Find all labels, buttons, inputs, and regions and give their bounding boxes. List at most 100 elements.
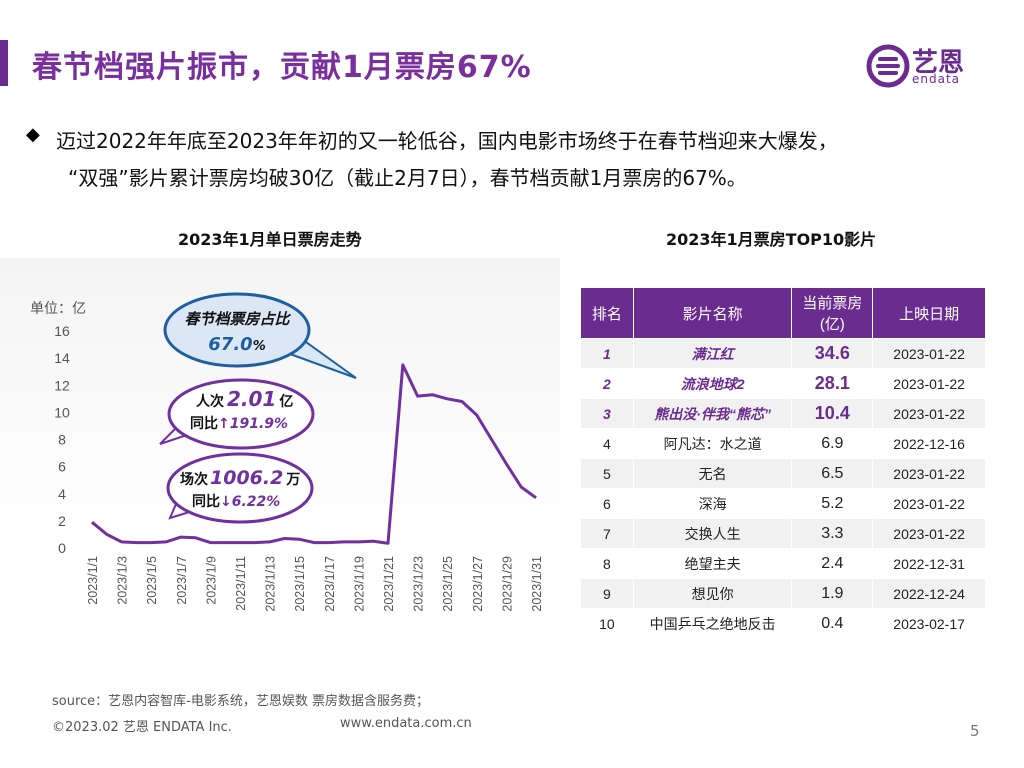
page-number: 5 (970, 722, 980, 740)
box-office-cell: 6.9 (791, 428, 874, 459)
top10-table: 排名 影片名称 当前票房(亿) 上映日期 1 满江红 34.6 2023-01-22 2… (580, 287, 986, 639)
visits-yoy-label: 同比 (190, 415, 218, 432)
table-row: 4 阿凡达：水之道 6.9 2022-12-16 (580, 428, 986, 459)
column-header-title: 影片名称 (632, 287, 793, 339)
table-row: 3 熊出没·伴我“熊芯” 10.4 2023-01-22 (580, 398, 986, 429)
column-header-rank: 排名 (580, 287, 634, 339)
table-row: 5 无名 6.5 2023-01-22 (580, 458, 986, 489)
x-tick-label: 2023/1/5 (145, 556, 159, 605)
table-row: 7 交换人生 3.3 2023-01-22 (580, 518, 986, 549)
x-tick-label: 2023/1/15 (293, 556, 307, 612)
box-office-cell: 34.6 (791, 338, 874, 369)
share-callout: 春节档票房占比 67.0% (163, 292, 357, 379)
title-cell: 阿凡达：水之道 (632, 428, 793, 459)
release-date-cell: 2023-01-22 (872, 518, 986, 549)
table-title: 2023年1月票房TOP10影片 (666, 230, 877, 249)
title-cell: 中国乒乓之绝地反击 (632, 608, 793, 639)
box-office-cell: 5.2 (791, 488, 874, 519)
y-tick-label: 14 (54, 350, 70, 366)
title-cell: 流浪地球2 (632, 368, 793, 399)
box-office-cell: 0.4 (791, 608, 874, 639)
share-label: 春节档票房占比 (184, 310, 291, 328)
table-header-row: 排名 影片名称 当前票房(亿) 上映日期 (580, 287, 986, 339)
x-tick-label: 2023/1/1 (86, 556, 100, 605)
release-date-cell: 2022-12-31 (872, 548, 986, 579)
title-cell: 想见你 (632, 578, 793, 609)
release-date-cell: 2023-02-17 (872, 608, 986, 639)
y-tick-label: 0 (58, 540, 66, 556)
table-row: 1 满江红 34.6 2023-01-22 (580, 338, 986, 369)
y-tick-label: 10 (54, 404, 70, 420)
summary-text: 迈过2022年年底至2023年年初的又一轮低谷，国内电影市场终于在春节档迎来大爆… (56, 123, 956, 197)
share-value-text: 67.0% (208, 334, 265, 355)
release-date-cell: 2023-01-22 (872, 488, 986, 519)
x-tick-label: 2023/1/17 (323, 556, 337, 612)
rank-cell: 2 (580, 368, 634, 399)
shows-unit: 万 (285, 472, 300, 488)
endata-logo-icon (866, 44, 910, 88)
release-date-cell: 2023-01-22 (872, 398, 986, 429)
release-date-cell: 2023-01-22 (872, 458, 986, 489)
x-tick-label: 2023/1/7 (175, 556, 189, 605)
x-tick-label: 2023/1/25 (441, 556, 455, 612)
title-cell: 无名 (632, 458, 793, 489)
x-tick-label: 2023/1/27 (471, 556, 485, 612)
visits-callout: 人次 2.01 亿 同比↑191.9% (159, 378, 315, 450)
rank-cell: 7 (580, 518, 634, 549)
source-note: source：艺恩内容智库-电影系统，艺恩娱数 票房数据含服务费； (52, 694, 429, 709)
y-tick-label: 4 (58, 486, 66, 502)
y-tick-label: 8 (58, 432, 66, 448)
table-row: 9 想见你 1.9 2022-12-24 (580, 578, 986, 609)
visits-yoy-value: ↑191.9% (218, 416, 288, 432)
x-tick-label: 2023/1/21 (382, 556, 396, 612)
visits-callout-bubble (167, 378, 315, 450)
x-tick-label: 2023/1/31 (530, 556, 544, 612)
rank-cell: 6 (580, 488, 634, 519)
x-tick-label: 2023/1/23 (412, 556, 426, 612)
title-accent-bar (0, 40, 8, 86)
title-cell: 绝望主夫 (632, 548, 793, 579)
visits-unit: 亿 (279, 393, 293, 410)
x-tick-label: 2023/1/13 (264, 556, 278, 612)
title-cell: 深海 (632, 488, 793, 519)
column-header-release-date: 上映日期 (872, 287, 986, 339)
summary-line-2: “双强”影片累计票房均破30亿（截止2月7日），春节档贡献1月票房的67%。 (68, 166, 747, 190)
shows-yoy-text: 同比↓6.22% (192, 493, 280, 510)
logo-chinese-text: 艺恩 (912, 48, 965, 78)
website-link[interactable]: www.endata.com.cn (340, 716, 472, 731)
page-title: 春节档强片振市，贡献1月票房67% (32, 50, 532, 85)
daily-box-office-line-chart: 单位：亿 0 2 4 6 8 10 12 14 16 2023/1/1 2023/1/3 2023/… (30, 292, 544, 612)
x-tick-label: 2023/1/29 (500, 556, 514, 612)
x-tick-label: 2023/1/9 (204, 556, 218, 605)
box-office-cell: 10.4 (791, 398, 874, 429)
table-row: 6 深海 5.2 2023-01-22 (580, 488, 986, 519)
visits-yoy-text: 同比↑191.9% (190, 415, 288, 432)
table-row: 10 中国乒乓之绝地反击 0.4 2023-02-17 (580, 608, 986, 639)
summary-line-1: 迈过2022年年底至2023年年初的又一轮低谷，国内电影市场终于在春节档迎来大爆… (56, 129, 838, 153)
y-tick-label: 16 (54, 323, 70, 339)
title-cell: 满江红 (632, 338, 793, 369)
title-cell: 交换人生 (632, 518, 793, 549)
share-callout-bubble (163, 292, 311, 368)
y-tick-label: 6 (58, 459, 66, 475)
rank-cell: 9 (580, 578, 634, 609)
copyright-text: ©2023.02 艺恩 ENDATA Inc. (52, 720, 232, 735)
box-office-cell: 6.5 (791, 458, 874, 489)
box-office-cell: 1.9 (791, 578, 874, 609)
box-office-cell: 3.3 (791, 518, 874, 549)
box-office-cell: 28.1 (791, 368, 874, 399)
rank-cell: 4 (580, 428, 634, 459)
bullet-diamond-icon: ◆ (26, 124, 40, 145)
shows-value: 1006.2 (210, 467, 283, 489)
visits-label: 人次 (196, 393, 224, 410)
shows-yoy-label: 同比 (192, 493, 220, 510)
shows-callout-bubble (166, 452, 314, 524)
table-row: 8 绝望主夫 2.4 2022-12-31 (580, 548, 986, 579)
logo-english-text: endata (912, 72, 961, 86)
shows-label: 场次 (180, 471, 208, 488)
share-unit: % (253, 339, 266, 354)
rank-cell: 1 (580, 338, 634, 369)
column-header-box-office: 当前票房(亿) (791, 287, 874, 339)
shows-yoy-value: ↓6.22% (220, 494, 280, 510)
rank-cell: 8 (580, 548, 634, 579)
